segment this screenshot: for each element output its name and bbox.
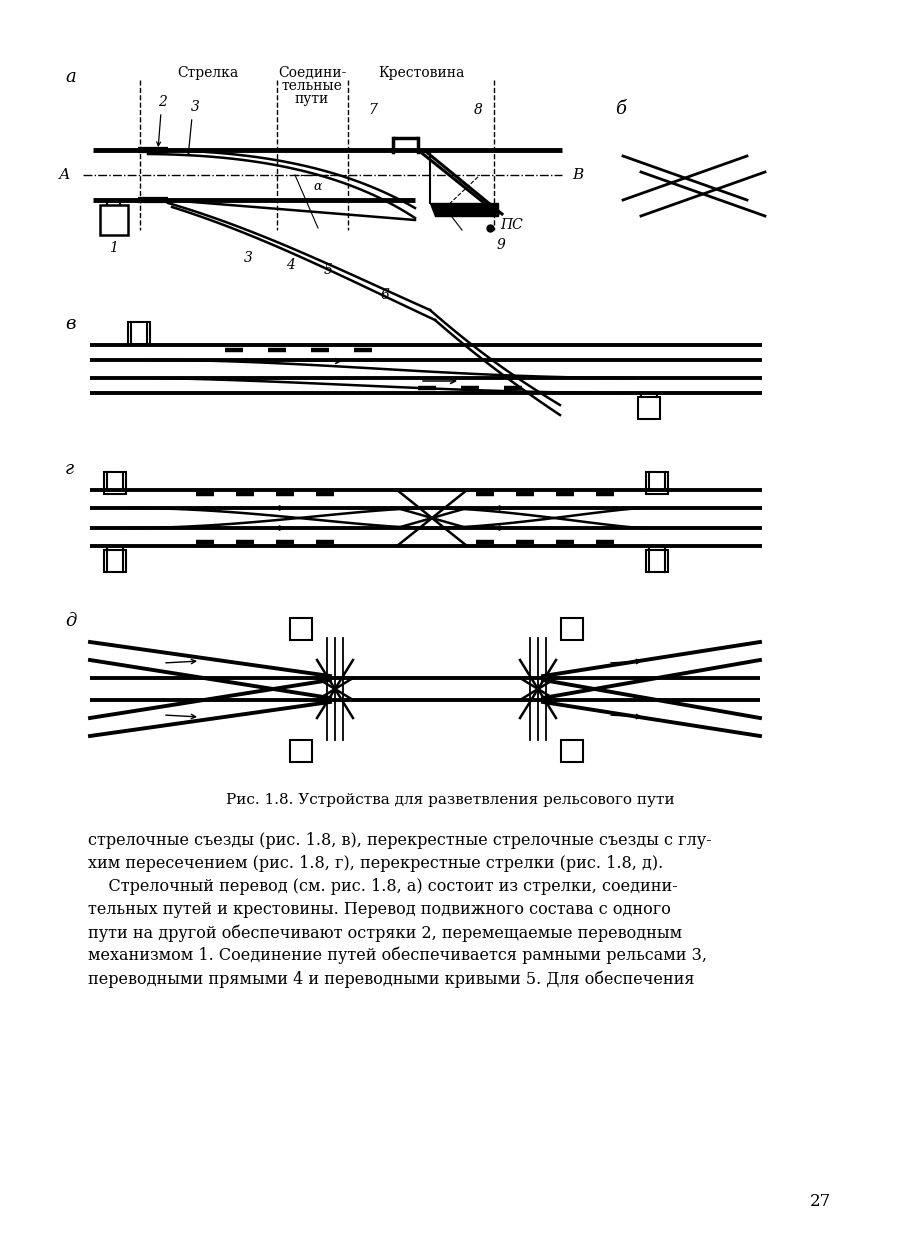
Text: 6: 6: [381, 288, 390, 302]
Text: α: α: [455, 206, 464, 220]
Text: тельных путей и крестовины. Перевод подвижного состава с одного: тельных путей и крестовины. Перевод подв…: [88, 901, 671, 918]
Bar: [646, 472, 668, 494]
Text: 3: 3: [244, 251, 252, 266]
Text: α: α: [314, 180, 322, 192]
Text: Стрелка: Стрелка: [177, 66, 238, 79]
Text: пути: пути: [295, 92, 329, 105]
Text: а: а: [65, 68, 76, 86]
Text: переводными прямыми 4 и переводными кривыми 5. Для обеспечения: переводными прямыми 4 и переводными крив…: [88, 970, 695, 988]
Bar: [100, 205, 128, 235]
Text: д: д: [65, 612, 76, 630]
Bar: [561, 740, 583, 762]
Text: стрелочные съезды (рис. 1.8, в), перекрестные стрелочные съезды с глу-: стрелочные съезды (рис. 1.8, в), перекре…: [88, 831, 712, 849]
Text: Соедини-: Соедини-: [278, 66, 346, 79]
Bar: [290, 740, 312, 762]
Text: 3: 3: [191, 101, 200, 114]
Text: 7: 7: [369, 103, 377, 117]
Text: 27: 27: [809, 1194, 831, 1210]
Text: Стрелочный перевод (см. рис. 1.8, а) состоит из стрелки, соедини-: Стрелочный перевод (см. рис. 1.8, а) сос…: [88, 877, 678, 895]
Text: 8: 8: [473, 103, 482, 117]
Text: тельные: тельные: [282, 79, 342, 93]
Text: 4: 4: [285, 258, 294, 272]
Bar: [104, 472, 126, 494]
Text: механизмом 1. Соединение путей обеспечивается рамными рельсами 3,: механизмом 1. Соединение путей обеспечив…: [88, 947, 707, 964]
Text: хим пересечением (рис. 1.8, г), перекрестные стрелки (рис. 1.8, д).: хим пересечением (рис. 1.8, г), перекрес…: [88, 855, 663, 872]
Text: Рис. 1.8. Устройства для разветвления рельсового пути: Рис. 1.8. Устройства для разветвления ре…: [226, 793, 674, 807]
Text: 9: 9: [497, 238, 506, 252]
Text: ПС: ПС: [500, 218, 523, 232]
Text: в: в: [65, 315, 76, 333]
Bar: [290, 618, 312, 640]
Text: пути на другой обеспечивают остряки 2, перемещаемые переводным: пути на другой обеспечивают остряки 2, п…: [88, 925, 682, 942]
Bar: [638, 397, 660, 419]
Bar: [646, 550, 668, 572]
Text: А: А: [58, 168, 70, 182]
Text: 5: 5: [324, 263, 332, 277]
Text: 1: 1: [109, 241, 117, 254]
Text: г: г: [65, 460, 74, 478]
Polygon shape: [430, 204, 498, 216]
Text: б: б: [615, 101, 626, 118]
Bar: [128, 321, 150, 344]
Bar: [104, 550, 126, 572]
Text: 2: 2: [158, 96, 167, 109]
Text: В: В: [572, 168, 583, 182]
Bar: [561, 618, 583, 640]
Text: Крестовина: Крестовина: [378, 66, 464, 79]
